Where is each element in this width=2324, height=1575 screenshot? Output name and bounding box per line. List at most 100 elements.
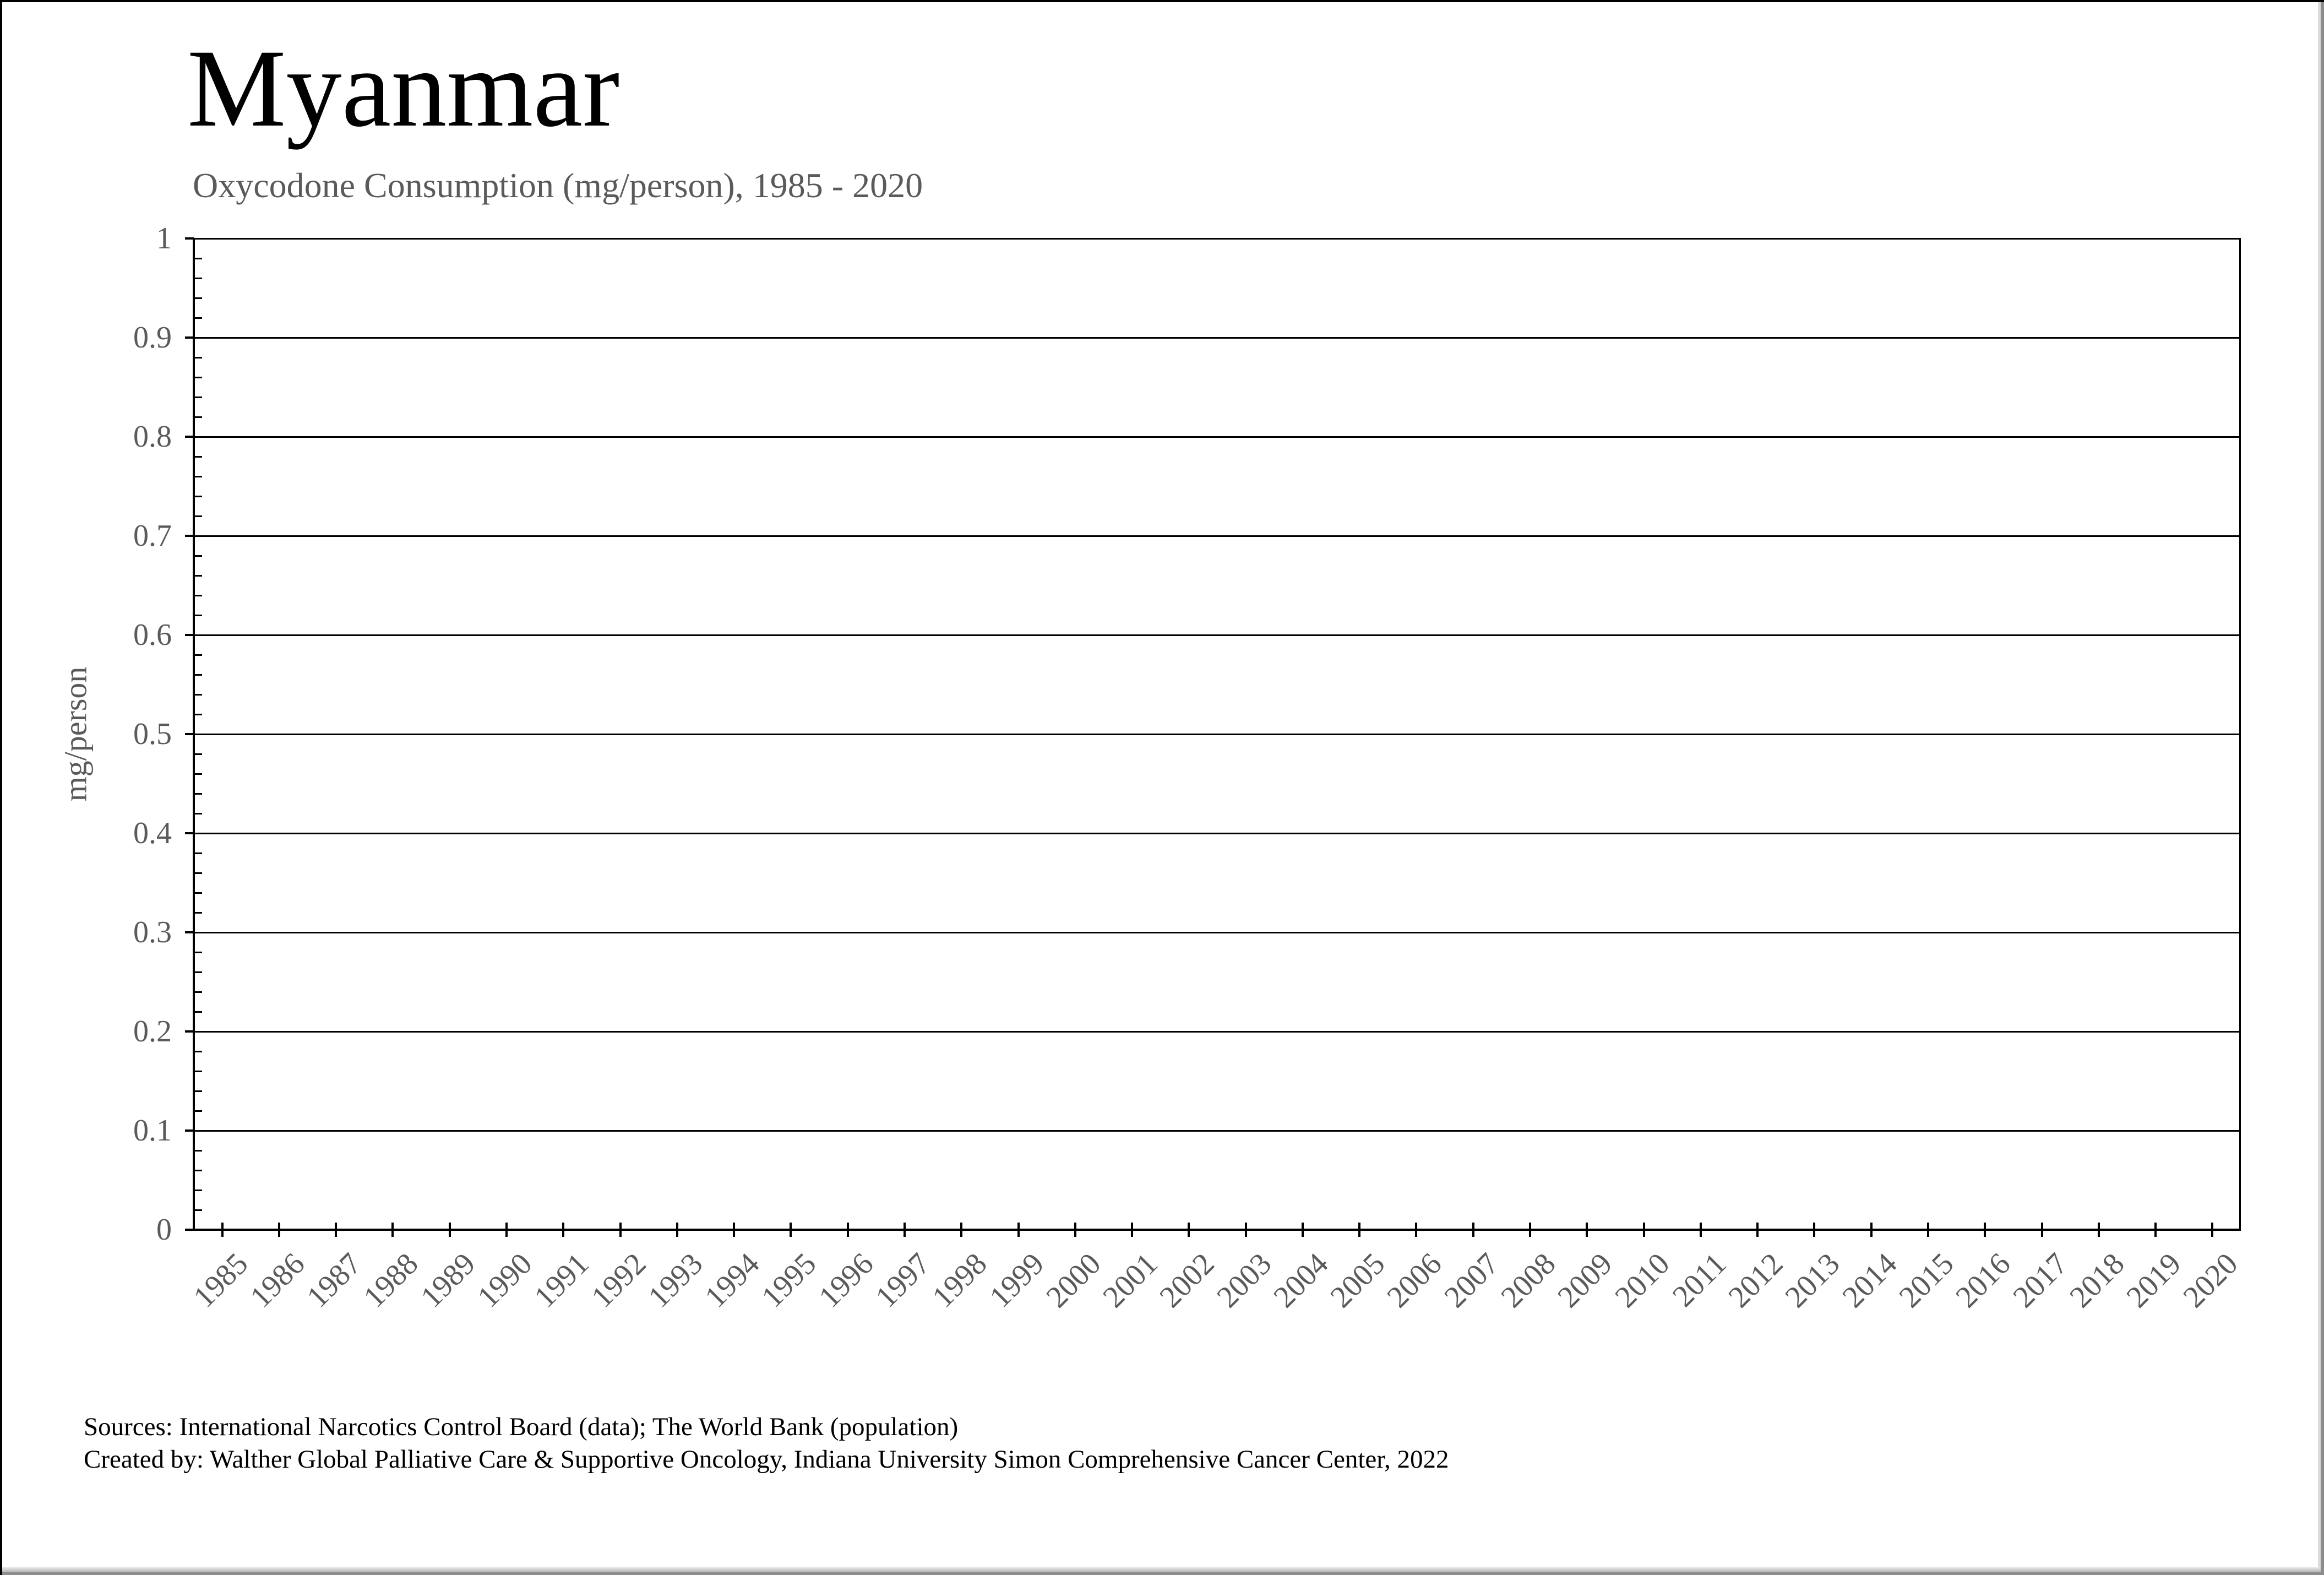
window-edge-right-shade — [2318, 2, 2321, 1572]
x-tick — [1529, 1223, 1532, 1237]
y-major-tick — [185, 336, 194, 339]
x-tick — [2040, 1223, 2043, 1237]
x-tick — [960, 1223, 963, 1237]
y-minor-tick — [195, 456, 202, 458]
y-gridline — [194, 337, 2241, 339]
y-minor-tick — [195, 773, 202, 775]
x-tick — [562, 1223, 565, 1237]
x-tick — [790, 1223, 792, 1237]
y-minor-tick — [195, 416, 202, 418]
y-major-tick — [185, 1030, 194, 1033]
y-minor-tick — [195, 377, 202, 378]
y-minor-tick — [195, 674, 202, 676]
y-major-tick — [185, 237, 194, 240]
y-gridline — [194, 1031, 2241, 1033]
footer-created-by-line: Created by: Walther Global Palliative Ca… — [84, 1445, 1449, 1474]
x-tick — [1472, 1223, 1474, 1237]
x-tick — [2097, 1223, 2100, 1237]
y-major-tick — [185, 931, 194, 933]
y-major-tick — [185, 733, 194, 735]
y-minor-tick — [195, 1090, 202, 1092]
y-gridline — [194, 634, 2241, 636]
y-minor-tick — [195, 952, 202, 953]
x-tick — [619, 1223, 622, 1237]
x-tick — [1586, 1223, 1588, 1237]
footer-sources-line: Sources: International Narcotics Control… — [84, 1413, 959, 1441]
x-tick — [733, 1223, 736, 1237]
y-gridline — [194, 932, 2241, 933]
y-gridline — [194, 535, 2241, 537]
x-tick — [1926, 1223, 1929, 1237]
x-tick — [1984, 1223, 1986, 1237]
x-tick — [1358, 1223, 1361, 1237]
chart-subtitle: Oxycodone Consumption (mg/person), 1985 … — [193, 166, 923, 205]
y-minor-tick — [195, 515, 202, 517]
footer: Sources: International Narcotics Control… — [84, 1411, 1449, 1476]
x-tick — [448, 1223, 451, 1237]
y-minor-tick — [195, 753, 202, 755]
x-tick — [1074, 1223, 1076, 1237]
y-tick-label: 0.6 — [133, 618, 172, 652]
x-tick — [1301, 1223, 1304, 1237]
x-tick — [2211, 1223, 2214, 1237]
x-tick — [1131, 1223, 1134, 1237]
y-minor-tick — [195, 595, 202, 596]
y-major-tick — [185, 436, 194, 438]
y-minor-tick — [195, 615, 202, 616]
y-minor-tick — [195, 1051, 202, 1052]
y-tick-label: 0.1 — [133, 1114, 172, 1148]
y-minor-tick — [195, 258, 202, 259]
y-gridline — [194, 1130, 2241, 1132]
y-minor-tick — [195, 397, 202, 398]
y-minor-tick — [195, 892, 202, 894]
y-tick-label: 0.7 — [133, 519, 172, 553]
plot-right-border — [2239, 238, 2241, 1230]
y-tick-label: 0.5 — [133, 717, 172, 751]
y-gridline — [194, 833, 2241, 834]
window-edge-left — [0, 0, 2, 1575]
x-tick — [1642, 1223, 1645, 1237]
y-tick-label: 0.2 — [133, 1014, 172, 1049]
y-tick-label: 1 — [156, 221, 172, 256]
x-tick — [676, 1223, 678, 1237]
y-minor-tick — [195, 357, 202, 359]
y-minor-tick — [195, 278, 202, 279]
y-minor-tick — [195, 1150, 202, 1152]
x-tick — [335, 1223, 338, 1237]
window-edge-top — [0, 0, 2324, 2]
chart-title: Myanmar — [187, 26, 620, 150]
y-minor-tick — [195, 317, 202, 319]
y-tick-label: 0.8 — [133, 420, 172, 454]
y-minor-tick — [195, 1071, 202, 1072]
x-tick — [1699, 1223, 1702, 1237]
x-tick — [1813, 1223, 1816, 1237]
y-gridline — [194, 436, 2241, 438]
y-minor-tick — [195, 872, 202, 874]
x-axis-line — [185, 1229, 2241, 1231]
x-tick — [221, 1223, 224, 1237]
y-tick-label: 0.9 — [133, 321, 172, 355]
y-minor-tick — [195, 575, 202, 577]
x-tick — [1188, 1223, 1190, 1237]
y-tick-label: 0 — [156, 1213, 172, 1247]
window-edge-bottom-shade — [2, 1567, 2321, 1572]
window-edge-right — [2321, 0, 2324, 1575]
y-minor-tick — [195, 694, 202, 696]
x-tick — [277, 1223, 280, 1237]
y-minor-tick — [195, 1209, 202, 1211]
y-minor-tick — [195, 813, 202, 814]
y-major-tick — [185, 535, 194, 537]
y-tick-label: 0.3 — [133, 915, 172, 949]
y-minor-tick — [195, 991, 202, 993]
x-tick — [1244, 1223, 1247, 1237]
y-minor-tick — [195, 1170, 202, 1171]
y-minor-tick — [195, 971, 202, 973]
y-minor-tick — [195, 1110, 202, 1112]
y-gridline — [194, 734, 2241, 735]
y-minor-tick — [195, 912, 202, 914]
y-minor-tick — [195, 714, 202, 715]
plot-area — [185, 237, 2241, 1237]
y-axis-line — [193, 238, 195, 1230]
y-minor-tick — [195, 654, 202, 656]
